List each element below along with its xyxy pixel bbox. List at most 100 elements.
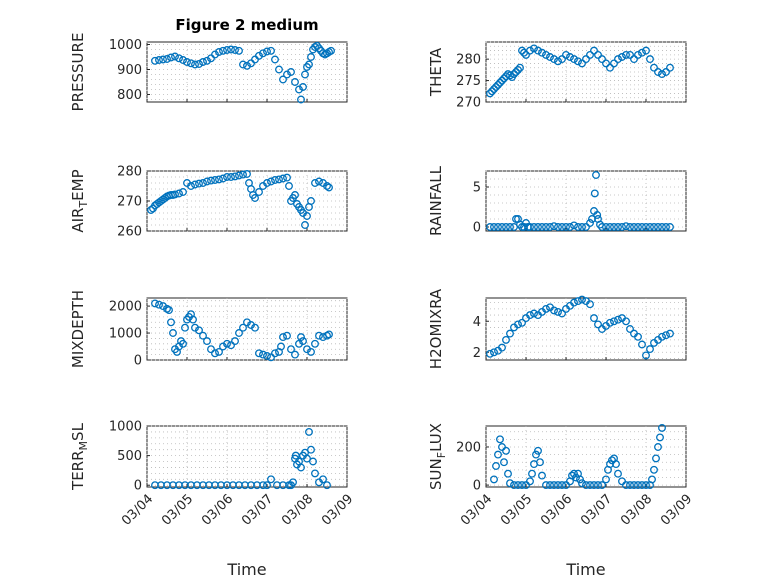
data-point <box>305 427 313 436</box>
data-point <box>251 323 259 332</box>
data-point <box>614 469 622 478</box>
data-point <box>490 223 498 231</box>
data-point <box>658 70 666 79</box>
data-point <box>646 345 654 354</box>
y-tick-label: 280 <box>456 53 481 68</box>
data-point <box>634 50 642 59</box>
data-point <box>648 475 656 484</box>
data-point <box>546 481 554 490</box>
data-point <box>215 48 223 56</box>
data-point <box>500 74 508 83</box>
data-point <box>277 342 285 351</box>
x-tick-label: 03/04 <box>119 492 156 529</box>
data-point <box>546 53 554 61</box>
data-point <box>558 309 566 318</box>
data-point <box>642 46 650 55</box>
data-point <box>638 223 646 231</box>
data-point <box>271 349 279 358</box>
data-point <box>602 59 610 68</box>
data-point <box>271 55 279 64</box>
data-point <box>594 50 602 59</box>
data-point <box>191 180 199 189</box>
data-point <box>522 219 530 227</box>
data-point <box>550 306 558 315</box>
subplot-1: 800 900 1000 PRESSURE Figure 2 medium <box>69 16 348 111</box>
data-point <box>189 315 197 324</box>
data-point <box>566 223 574 231</box>
data-point <box>283 70 291 79</box>
data-point <box>656 433 664 442</box>
data-point <box>638 48 646 57</box>
data-point <box>518 318 526 327</box>
data-point <box>592 171 600 179</box>
y-axis-label: THETA <box>427 47 445 97</box>
y-tick-label: 900 <box>117 63 142 78</box>
data-point <box>610 59 618 68</box>
data-point <box>283 331 291 340</box>
data-point <box>662 223 670 231</box>
data-point <box>285 182 293 190</box>
data-point <box>630 481 638 490</box>
data-point <box>578 295 586 304</box>
y-tick-label: 5 <box>473 181 481 196</box>
data-point <box>538 48 546 57</box>
data-point <box>562 50 570 59</box>
data-point <box>301 70 309 79</box>
data-point <box>297 95 305 104</box>
data-point <box>526 311 534 320</box>
data-point <box>490 348 498 357</box>
y-tick-label: 200 <box>456 440 481 455</box>
data-point <box>207 345 215 354</box>
data-point <box>654 443 662 451</box>
data-point <box>299 337 307 346</box>
data-point <box>167 318 175 327</box>
data-point <box>301 221 309 229</box>
data-point <box>542 50 550 59</box>
data-point <box>151 56 159 65</box>
data-point <box>307 347 315 356</box>
data-point <box>634 223 642 231</box>
data-point <box>590 314 598 323</box>
data-point <box>570 221 578 230</box>
y-axis-label: AIRTEMP <box>69 169 90 232</box>
data-point <box>534 446 542 455</box>
data-point <box>538 471 546 480</box>
data-point <box>506 329 514 338</box>
data-point <box>594 481 602 490</box>
y-tick-label: 2000 <box>109 300 142 315</box>
subplot-4: 0 5 RAINFALL <box>427 165 687 236</box>
data-point <box>311 469 319 478</box>
data-point <box>311 179 319 187</box>
data-point <box>586 481 594 490</box>
data-point <box>235 46 243 55</box>
data-point <box>530 309 538 318</box>
data-point <box>239 323 247 332</box>
y-axis-label: SUNFLUX <box>427 423 448 490</box>
data-point <box>259 481 267 490</box>
data-point <box>612 460 620 469</box>
data-point <box>554 57 562 66</box>
subplot-7: 0 500 1000 03/04 03/05 03/06 03/07 03/08 03/09 Ti… <box>69 420 356 580</box>
data-point <box>646 223 654 231</box>
data-point <box>323 481 331 490</box>
data-point <box>506 479 514 488</box>
data-point <box>199 179 207 187</box>
data-point <box>576 475 584 484</box>
data-point <box>666 223 674 231</box>
data-point <box>255 51 263 60</box>
data-point <box>297 463 305 472</box>
data-point <box>630 55 638 64</box>
data-point <box>325 330 333 339</box>
y-tick-label: 800 <box>117 88 142 103</box>
data-point <box>494 450 502 459</box>
x-axis-label: Time <box>226 560 266 579</box>
data-point <box>305 60 313 69</box>
data-point <box>642 223 650 231</box>
data-point <box>518 46 526 55</box>
data-point <box>307 53 315 61</box>
data-point <box>630 223 638 231</box>
data-point <box>235 171 243 180</box>
data-point <box>526 477 534 486</box>
